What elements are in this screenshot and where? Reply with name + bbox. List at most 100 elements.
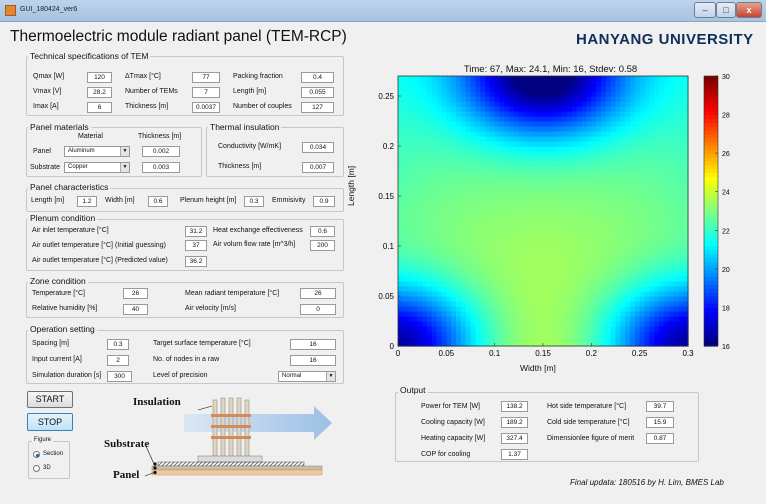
start-button[interactable]: START <box>27 391 73 408</box>
heatmap-cell <box>586 141 592 147</box>
heatmap-cell <box>547 196 554 202</box>
substrate-material-select[interactable]: Copper ▼ <box>64 162 130 173</box>
panel-width-field[interactable]: 0.6 <box>148 196 168 207</box>
ncouples-label: Number of couples <box>233 103 292 110</box>
heatmap-cell <box>630 326 636 332</box>
qmax-field[interactable]: 120 <box>87 72 112 83</box>
heatmap-cell <box>659 126 665 132</box>
heatmap-cell <box>543 171 549 177</box>
y-tick-label: 0.2 <box>383 142 395 151</box>
heatmap-cell <box>586 131 592 137</box>
spacing-field[interactable]: 0.3 <box>107 339 129 350</box>
maximize-button[interactable]: □ <box>716 2 736 18</box>
heatmap-cell <box>552 291 559 297</box>
heatmap-cell <box>572 131 578 137</box>
packing-field[interactable]: 0.4 <box>301 72 334 83</box>
heatmap-cell <box>436 91 443 97</box>
heatmap-cell <box>620 196 626 202</box>
panel-length-field[interactable]: 1.2 <box>77 196 97 207</box>
heatmap-cell <box>634 231 641 237</box>
heatmap-cell <box>649 186 655 192</box>
humidity-field[interactable]: 40 <box>123 304 148 315</box>
heatmap-cell <box>475 186 481 192</box>
heatmap-cell <box>567 261 573 267</box>
heatmap-cell <box>436 171 443 177</box>
heatmap-cell <box>654 106 660 112</box>
hx-effectiveness-field[interactable]: 0.6 <box>310 226 335 237</box>
heatmap-cell <box>610 141 617 147</box>
heatmap-cell <box>572 321 578 327</box>
heatmap-cell <box>601 276 607 282</box>
air-inlet-field[interactable]: 31.2 <box>185 226 207 237</box>
heatmap-cell <box>460 266 467 272</box>
heatmap-cell <box>630 271 636 277</box>
nodes-field[interactable]: 16 <box>290 355 336 366</box>
ncouples-field[interactable]: 127 <box>301 102 334 113</box>
conductivity-field[interactable]: 0.034 <box>302 142 334 153</box>
heatmap-cell <box>494 81 501 87</box>
air-flow-field[interactable]: 200 <box>310 240 335 251</box>
imax-field[interactable]: 6 <box>87 102 112 113</box>
heatmap-cell <box>562 141 568 147</box>
plenum-height-field[interactable]: 0.3 <box>244 196 264 207</box>
precision-select[interactable]: Normal ▼ <box>278 371 336 382</box>
mrt-field[interactable]: 26 <box>300 288 336 299</box>
heatmap-cell <box>538 326 544 332</box>
heatmap-cell <box>451 81 457 87</box>
heatmap-cell <box>610 146 617 152</box>
3d-radio[interactable] <box>33 465 40 472</box>
heatmap-cell <box>610 196 617 202</box>
air-velocity-field[interactable]: 0 <box>300 304 336 315</box>
zone-temp-field[interactable]: 26 <box>123 288 148 299</box>
tem-thickness-field[interactable]: 0.0037 <box>192 102 220 113</box>
heatmap-cell <box>431 176 438 182</box>
heatmap-cell <box>610 231 617 237</box>
qmax-label: Qmax [W] <box>33 73 65 80</box>
colorbar-cell <box>704 311 718 316</box>
input-current-field[interactable]: 2 <box>107 355 129 366</box>
heatmap-cell <box>509 246 515 252</box>
insulation-thickness-field[interactable]: 0.007 <box>302 162 334 173</box>
conductivity-label: Conductivity [W/mK] <box>218 143 282 150</box>
heatmap-cell <box>649 296 655 302</box>
heatmap-cell <box>451 141 457 147</box>
heatmap-cell <box>538 126 544 132</box>
vmax-field[interactable]: 28.2 <box>87 87 112 98</box>
heatmap-cell <box>475 146 481 152</box>
outlet-guess-field[interactable]: 37 <box>185 240 207 251</box>
target-temp-field[interactable]: 16 <box>290 339 336 350</box>
heatmap-cell <box>596 206 602 212</box>
heatmap-cell <box>605 166 612 172</box>
colorbar-cell <box>704 187 718 193</box>
section-radio[interactable] <box>33 451 40 458</box>
heatmap-cell <box>528 181 534 187</box>
heatmap-cell <box>615 341 621 347</box>
substrate-thickness-field[interactable]: 0.003 <box>142 162 180 173</box>
heatmap-cell <box>625 281 631 287</box>
emissivity-field[interactable]: 0.9 <box>313 196 335 207</box>
heatmap-cell <box>543 261 549 267</box>
minimize-button[interactable]: – <box>694 2 716 18</box>
heatmap-cell <box>659 176 665 182</box>
dtmax-field[interactable]: 77 <box>192 72 220 83</box>
heatmap-cell <box>610 181 617 187</box>
ntems-field[interactable]: 7 <box>192 87 220 98</box>
heatmap-cell <box>480 276 486 282</box>
heatmap-cell <box>678 231 684 237</box>
heatmap-cell <box>518 246 525 252</box>
panel-material-select[interactable]: Aluminum ▼ <box>64 146 130 157</box>
heatmap-cell <box>547 216 554 222</box>
stop-button[interactable]: STOP <box>27 413 73 431</box>
heatmap-cell <box>407 256 414 262</box>
heatmap-cell <box>422 266 428 272</box>
duration-field[interactable]: 300 <box>107 371 132 382</box>
panel-thickness-field[interactable]: 0.002 <box>142 146 180 157</box>
heatmap-cell <box>562 296 568 302</box>
heatmap-cell <box>417 341 423 347</box>
heatmap-cell <box>562 301 568 307</box>
close-button[interactable]: x <box>736 2 762 18</box>
heatmap-cell <box>601 211 607 217</box>
heatmap-cell <box>456 161 462 167</box>
tem-length-field[interactable]: 0.055 <box>301 87 334 98</box>
heatmap-cell <box>460 321 467 327</box>
